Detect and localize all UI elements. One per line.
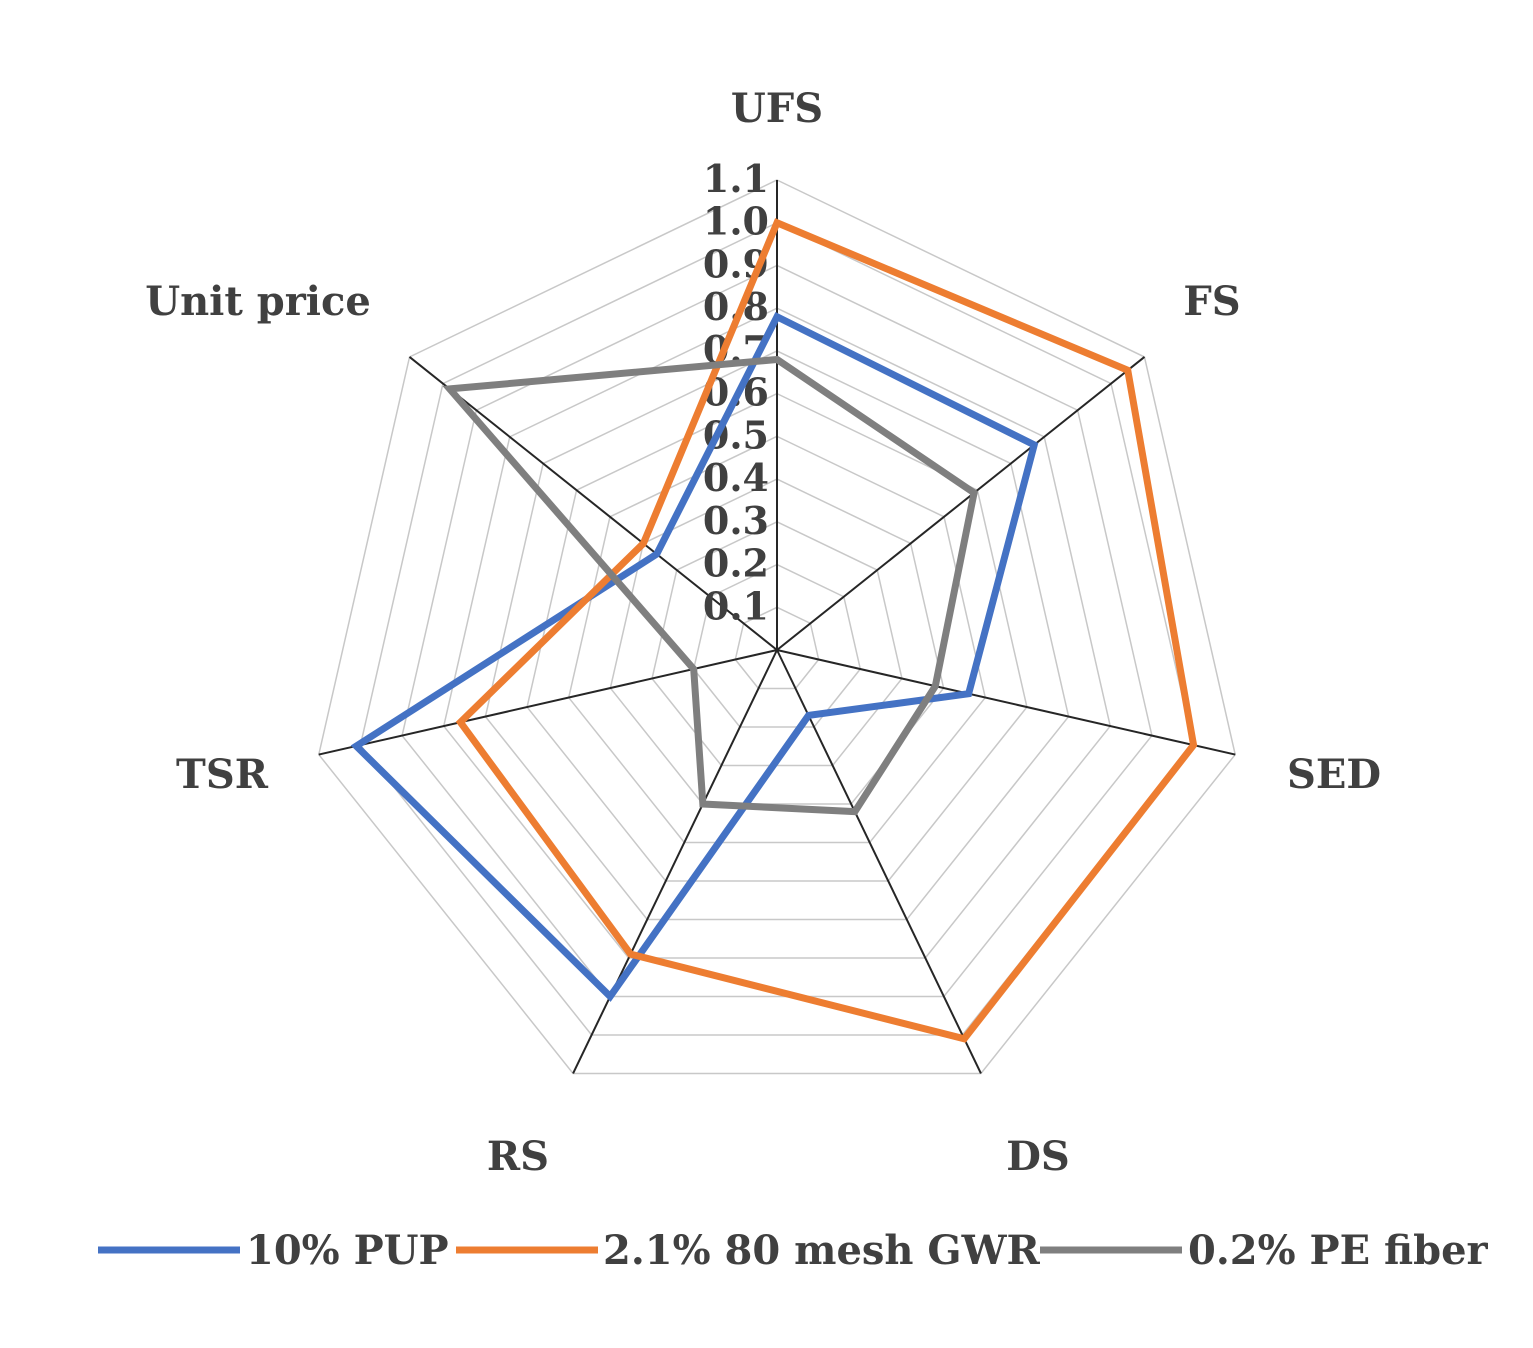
legend-label: 0.2% PE fiber: [1188, 1227, 1489, 1274]
spoke-5: [572, 649, 778, 1074]
legend-label: 10% PUP: [246, 1227, 449, 1274]
category-label: UFS: [731, 85, 823, 132]
grid-ring-11: [317, 179, 1237, 1075]
category-label: RS: [487, 1133, 549, 1180]
grid-ring-8: [442, 307, 1112, 959]
category-label: Unit price: [145, 278, 371, 325]
grid-ring-1: [734, 606, 820, 690]
category-labels: UFS FS SED DS RS TSR Unit price: [145, 85, 1381, 1180]
grid-ring-9: [401, 264, 1153, 998]
series-line-1: [350, 312, 1039, 1002]
series-line-3: [442, 355, 978, 816]
category-label: FS: [1183, 278, 1240, 325]
tick-label: 0.2: [703, 541, 769, 586]
tick-label: 1.1: [703, 156, 769, 201]
category-label: TSR: [176, 751, 269, 798]
tick-label: 0.1: [703, 583, 769, 628]
spoke-2: [776, 356, 1146, 651]
spoke-6: [318, 649, 778, 756]
grid-ring-10: [359, 221, 1195, 1036]
radar-spokes: [318, 180, 1236, 1074]
tick-label: 0.4: [703, 455, 769, 500]
spoke-7: [408, 356, 778, 651]
legend-label: 2.1% 80 mesh GWR: [603, 1227, 1040, 1274]
category-label: SED: [1287, 751, 1381, 798]
legend: 10% PUP 2.1% 80 mesh GWR 0.2% PE fiber: [98, 1227, 1489, 1274]
grid-ring-5: [567, 435, 987, 844]
spoke-4: [776, 649, 982, 1074]
radar-series: [350, 218, 1198, 1043]
spoke-3: [776, 649, 1236, 756]
grid-ring-2: [692, 563, 862, 728]
category-label: DS: [1006, 1133, 1070, 1180]
tick-label: 1.0: [703, 199, 769, 244]
tick-label: 0.3: [703, 498, 769, 543]
